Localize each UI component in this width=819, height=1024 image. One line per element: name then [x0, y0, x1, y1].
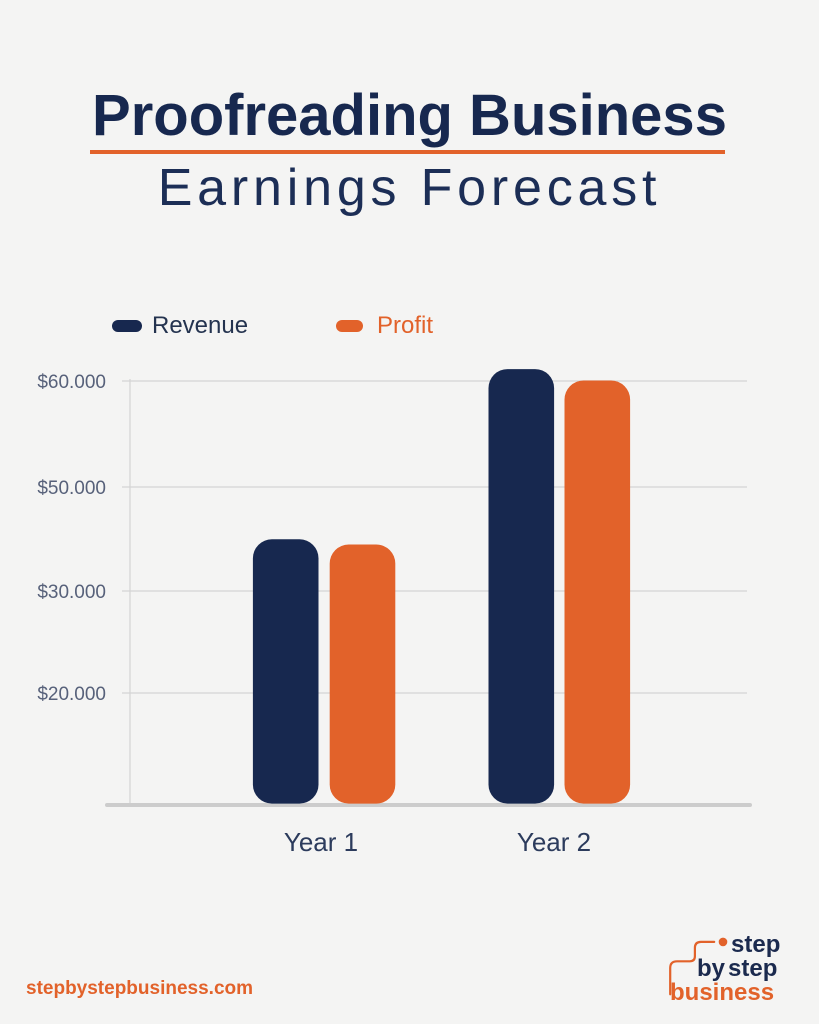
- svg-text:$30.000: $30.000: [37, 582, 106, 603]
- svg-text:Year 2: Year 2: [517, 827, 591, 857]
- svg-text:step: step: [728, 955, 777, 982]
- svg-text:$20.000: $20.000: [37, 684, 106, 705]
- svg-text:$60.000: $60.000: [37, 372, 106, 393]
- svg-text:step: step: [731, 931, 780, 958]
- svg-text:$50.000: $50.000: [37, 478, 106, 499]
- svg-text:Year 1: Year 1: [284, 827, 358, 857]
- svg-text:business: business: [670, 979, 774, 1006]
- svg-text:by: by: [697, 955, 726, 982]
